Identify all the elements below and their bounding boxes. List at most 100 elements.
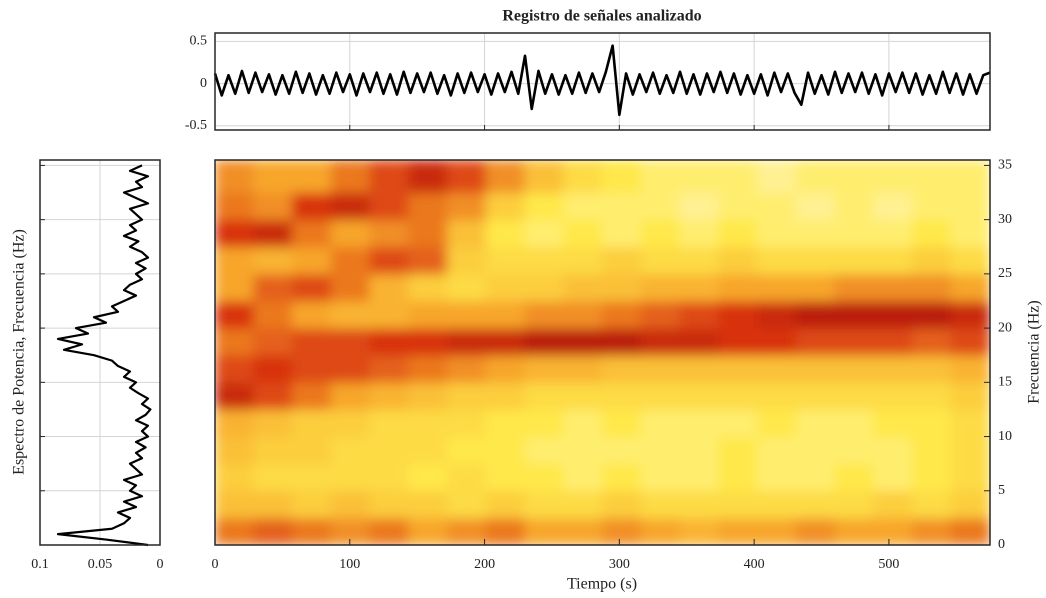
- heatmap-cell: [912, 517, 952, 545]
- heatmap-cell: [369, 192, 410, 221]
- heatmap-cell: [524, 436, 565, 465]
- heatmap-cell: [602, 327, 642, 356]
- heatmap-cell: [563, 300, 603, 329]
- y-tick-label: 30: [998, 212, 1012, 227]
- heatmap-cell: [950, 381, 990, 410]
- heatmap-cell: [215, 300, 255, 329]
- heatmap-cell: [795, 354, 836, 383]
- heatmap-cell: [447, 354, 487, 383]
- heatmap-cell: [602, 408, 642, 438]
- heatmap-cell: [834, 354, 875, 383]
- heatmap-cell: [253, 273, 293, 302]
- heatmap-cell: [912, 490, 952, 519]
- heatmap-cell: [292, 517, 332, 545]
- heatmap-cell: [485, 192, 526, 221]
- heatmap-cell: [795, 463, 836, 492]
- heatmap-cell: [640, 354, 681, 383]
- heatmap-cell: [292, 463, 332, 492]
- heatmap-cell: [950, 246, 990, 275]
- heatmap-cell: [873, 273, 913, 302]
- heatmap-cell: [834, 517, 875, 545]
- heatmap-cell: [834, 246, 875, 275]
- heatmap-cell: [602, 246, 642, 275]
- heatmap-cell: [369, 408, 410, 438]
- heatmap-cell: [292, 273, 332, 302]
- heatmap-cell: [640, 517, 681, 545]
- heatmap-cell: [834, 300, 875, 329]
- heatmap-cell: [447, 463, 487, 492]
- heatmap-cell: [873, 517, 913, 545]
- heatmap-cell: [679, 219, 720, 248]
- heatmap-cell: [253, 300, 293, 329]
- heatmap-cell: [253, 354, 293, 383]
- heatmap-cell: [757, 517, 797, 545]
- heatmap-cell: [524, 354, 565, 383]
- heatmap-cell: [485, 273, 526, 302]
- y-tick-label: 20: [998, 320, 1012, 335]
- y-tick-label: 5: [998, 483, 1005, 498]
- heatmap-cell: [253, 246, 293, 275]
- heatmap-cell: [679, 354, 720, 383]
- heatmap-cell: [757, 327, 797, 356]
- heatmap-cell: [912, 463, 952, 492]
- heatmap-cell: [757, 300, 797, 329]
- heatmap-cell: [679, 436, 720, 465]
- heatmap-cell: [757, 219, 797, 248]
- heatmap-cell: [253, 381, 293, 410]
- y-tick-label: 25: [998, 266, 1012, 281]
- heatmap-cell: [524, 327, 565, 356]
- heatmap-cell: [912, 436, 952, 465]
- heatmap-cell: [330, 436, 371, 465]
- heatmap-cell: [795, 517, 836, 545]
- heatmap-cell: [640, 463, 681, 492]
- heatmap-cell: [524, 463, 565, 492]
- heatmap-cell: [563, 381, 603, 410]
- heatmap-cell: [602, 300, 642, 329]
- heatmap-cell: [795, 192, 836, 221]
- heatmap-cell: [718, 300, 758, 329]
- heatmap-cell: [292, 381, 332, 410]
- heatmap-cell: [369, 354, 410, 383]
- heatmap-cell: [834, 160, 875, 194]
- heatmap-cell: [330, 490, 371, 519]
- heatmap-cell: [718, 408, 758, 438]
- heatmap-cell: [795, 273, 836, 302]
- heatmap-cell: [795, 160, 836, 194]
- heatmap-cell: [757, 160, 797, 194]
- heatmap-cell: [524, 381, 565, 410]
- heatmap-cell: [447, 192, 487, 221]
- heatmap-cell: [757, 463, 797, 492]
- heatmap-cell: [447, 490, 487, 519]
- heatmap-cell: [873, 219, 913, 248]
- heatmap-cell: [718, 273, 758, 302]
- heatmap-cell: [253, 408, 293, 438]
- heatmap-cell: [602, 219, 642, 248]
- heatmap-cell: [524, 219, 565, 248]
- heatmap-cell: [563, 463, 603, 492]
- heatmap-cell: [757, 273, 797, 302]
- heatmap-cell: [330, 219, 371, 248]
- heatmap-cell: [563, 160, 603, 194]
- heatmap-cell: [950, 463, 990, 492]
- heatmap-cell: [718, 354, 758, 383]
- heatmap-cell: [253, 327, 293, 356]
- x-tick-label: 400: [744, 557, 765, 572]
- x-tick-label: 100: [339, 557, 360, 572]
- heatmap-cell: [485, 327, 526, 356]
- heatmap-cell: [330, 517, 371, 545]
- heatmap-cell: [795, 490, 836, 519]
- heatmap-cell: [834, 381, 875, 410]
- heatmap-cell: [640, 436, 681, 465]
- heatmap-cell: [679, 490, 720, 519]
- heatmap-cell: [330, 408, 371, 438]
- plot-frame: [39, 159, 161, 546]
- heatmap-cell: [640, 327, 681, 356]
- heatmap-cell: [485, 160, 526, 194]
- heatmap-cell: [485, 219, 526, 248]
- heatmap-cell: [679, 273, 720, 302]
- x-tick-label: 200: [474, 557, 495, 572]
- heatmap-cell: [602, 273, 642, 302]
- heatmap-cell: [408, 354, 448, 383]
- heatmap-cell: [873, 246, 913, 275]
